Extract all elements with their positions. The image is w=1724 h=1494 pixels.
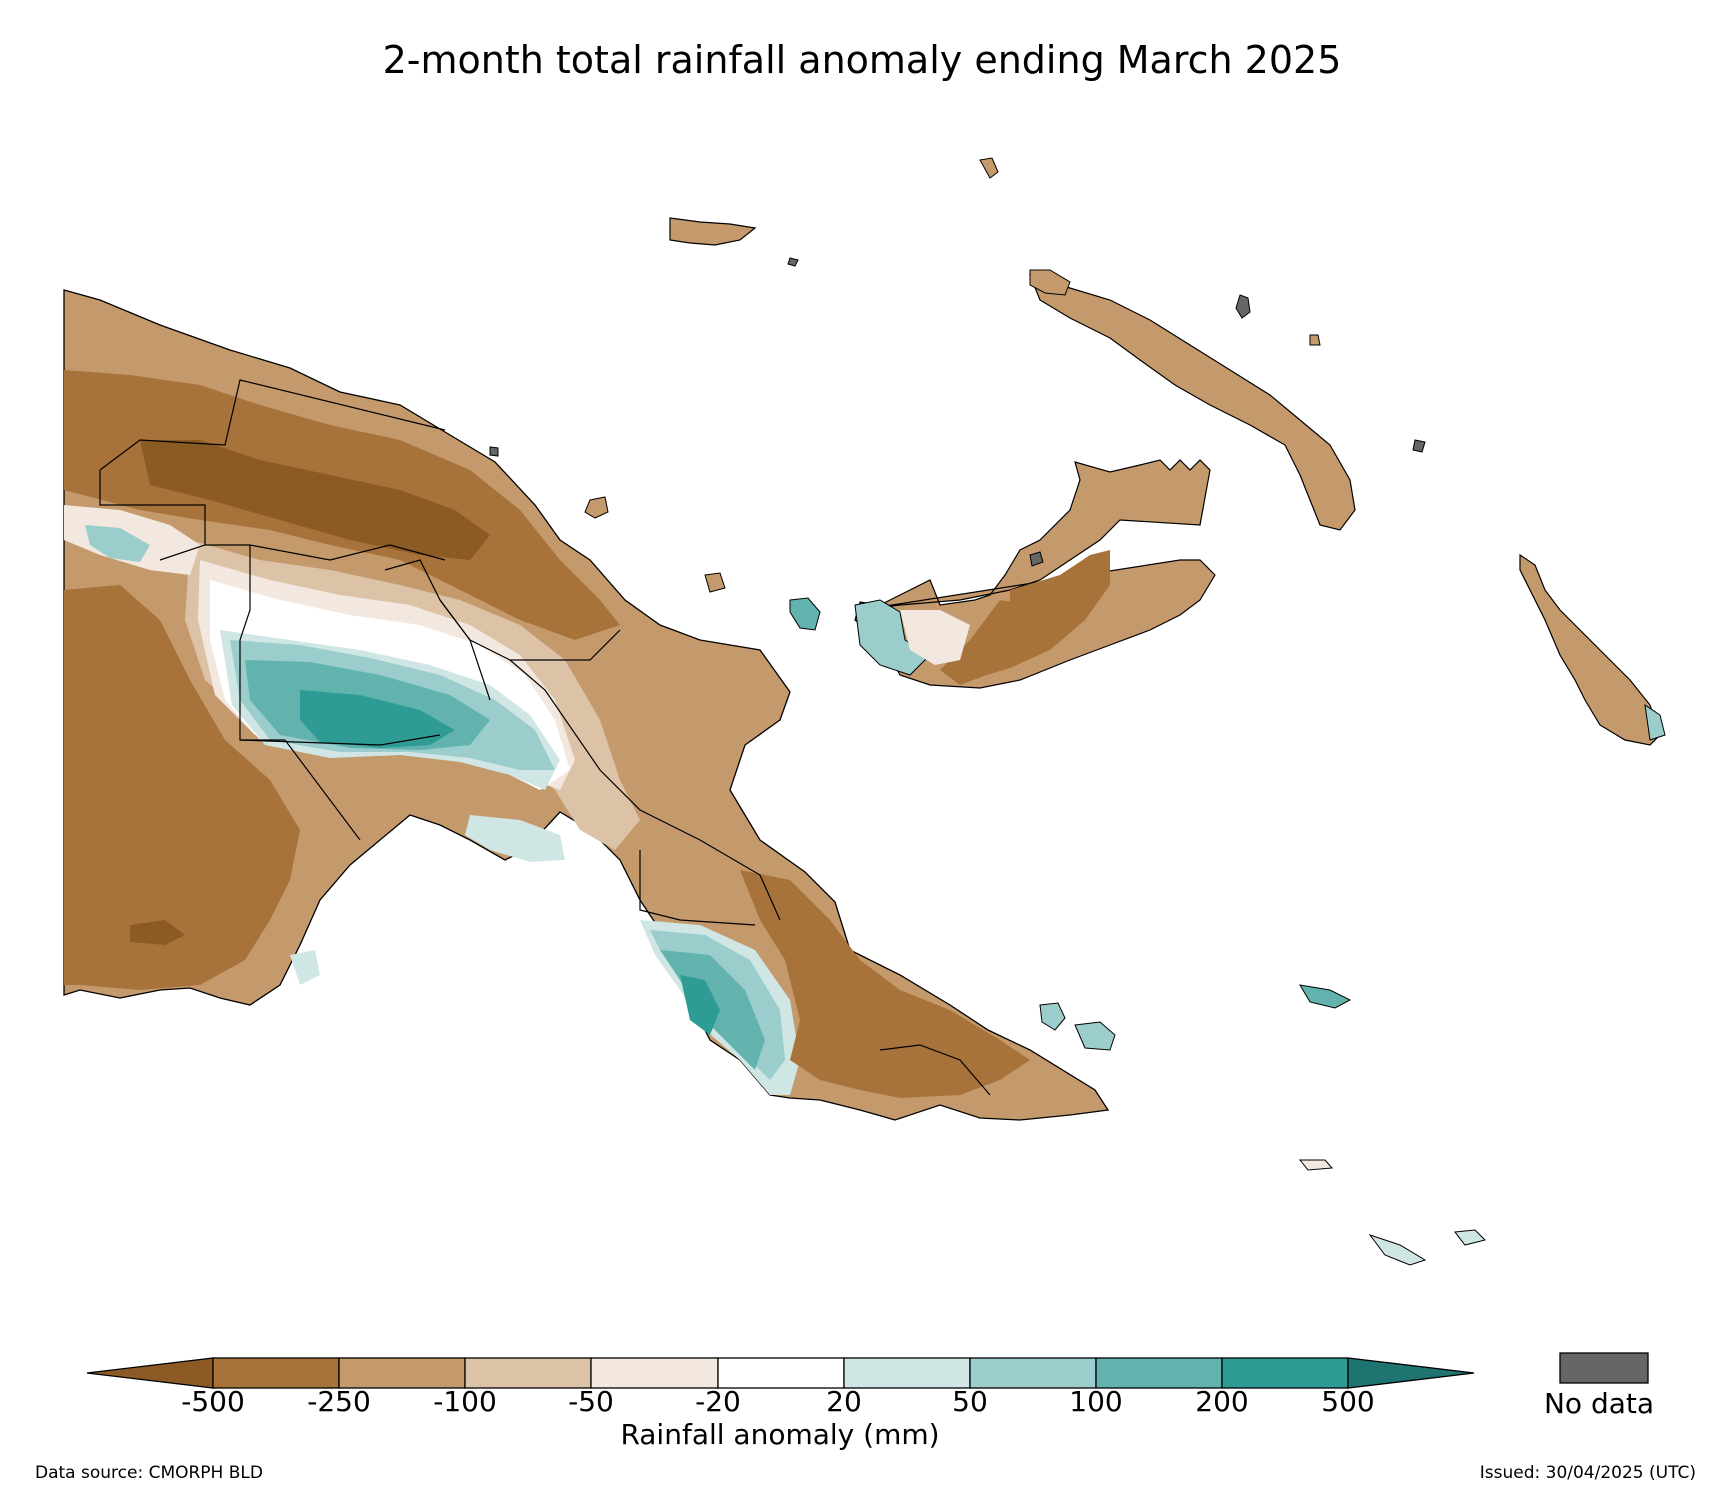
no-data-label: No data	[1543, 1387, 1655, 1420]
colorbar-bin-2	[338, 1357, 466, 1389]
colorbar-tick-label: 200	[1195, 1385, 1249, 1418]
island-misima	[1298, 1159, 1334, 1171]
map-title: 2-month total rainfall anomaly ending Ma…	[382, 38, 1342, 82]
colorbar-tick-label: -250	[307, 1385, 371, 1418]
colorbar-bin-4	[590, 1357, 719, 1389]
no-data-islands	[489, 257, 1426, 567]
colorbar-bin-3	[464, 1357, 592, 1389]
colorbar-tick-label: 50	[952, 1385, 988, 1418]
island-mussau	[979, 157, 999, 179]
new-britain	[854, 459, 1216, 689]
colorbar-bin-8	[1095, 1357, 1223, 1389]
wet-fly-river-mouth	[290, 950, 320, 985]
colorbar-bin-6	[843, 1357, 971, 1389]
colorbar-extend-low	[86, 1357, 214, 1389]
new-ireland	[1028, 274, 1356, 531]
colorbar-tick-label: -50	[568, 1385, 614, 1418]
island-new-hanover	[1029, 269, 1071, 296]
island-woodlark	[1299, 984, 1352, 1009]
new-britain-near-normal	[900, 610, 970, 665]
driest-core-north	[140, 440, 490, 560]
colorbar-bin-1	[212, 1357, 340, 1389]
island-sudest	[1454, 1229, 1486, 1246]
island-karkar	[584, 496, 609, 519]
island-umboi	[789, 597, 821, 631]
issued-date: Issued: 30/04/2025 (UTC)	[1479, 1463, 1696, 1483]
colorbar-extend-high	[1347, 1357, 1475, 1389]
colorbar-tick-label: -100	[433, 1385, 497, 1418]
driest-core-southwest	[130, 920, 185, 945]
island-rossel	[1368, 1234, 1427, 1266]
colorbar-title: Rainfall anomaly (mm)	[620, 1418, 940, 1451]
no-data-island-4	[787, 257, 799, 267]
colorbar-tick-label: 20	[826, 1385, 862, 1418]
colorbar-bin-5	[717, 1357, 845, 1389]
colorbar-tick-label: 100	[1069, 1385, 1123, 1418]
colorbar-tick-label: 500	[1321, 1385, 1375, 1418]
island-duke-of-york	[1309, 334, 1321, 346]
no-data-island-3	[489, 446, 499, 457]
small-islands	[584, 157, 1486, 1266]
wet-gulf-coast	[465, 815, 565, 862]
no-data-island-1	[1235, 294, 1251, 319]
manus-island	[669, 217, 757, 246]
data-source: Data source: CMORPH BLD	[35, 1463, 263, 1483]
island-long	[704, 572, 726, 593]
no-data-island-2	[1412, 439, 1426, 453]
mainland-png	[63, 289, 1110, 1121]
no-data-island-5	[1029, 551, 1044, 567]
strong-dry-southwest	[64, 585, 300, 990]
wet-northwest	[85, 525, 150, 562]
colorbar-tick-label: -20	[695, 1385, 741, 1418]
strong-dry-east	[740, 870, 1030, 1098]
wet-200-500-central	[300, 690, 455, 748]
colorbar-bin-7	[969, 1357, 1097, 1389]
bougainville	[1519, 553, 1661, 746]
wet-200-500-papua	[680, 975, 720, 1035]
island-goodenough	[1039, 1002, 1066, 1031]
colorbar	[86, 1357, 1475, 1389]
colorbar-tick-label: -500	[181, 1385, 245, 1418]
colorbar-bin-9	[1221, 1357, 1349, 1389]
no-data-swatch	[1559, 1352, 1649, 1384]
new-britain-dry-west	[940, 600, 1060, 685]
bougainville-wet-tip	[1644, 703, 1666, 741]
province-boundaries	[99, 379, 991, 1096]
island-fergusson	[1074, 1021, 1116, 1051]
